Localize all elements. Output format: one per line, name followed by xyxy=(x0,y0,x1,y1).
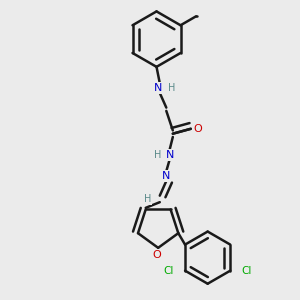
Text: N: N xyxy=(154,83,162,93)
Text: Cl: Cl xyxy=(242,266,252,276)
Text: N: N xyxy=(165,150,174,160)
Text: O: O xyxy=(193,124,202,134)
Text: Cl: Cl xyxy=(164,266,174,276)
Text: H: H xyxy=(154,150,162,160)
Text: O: O xyxy=(153,250,161,260)
Text: N: N xyxy=(162,171,170,181)
Text: H: H xyxy=(169,83,176,93)
Text: H: H xyxy=(144,194,151,204)
